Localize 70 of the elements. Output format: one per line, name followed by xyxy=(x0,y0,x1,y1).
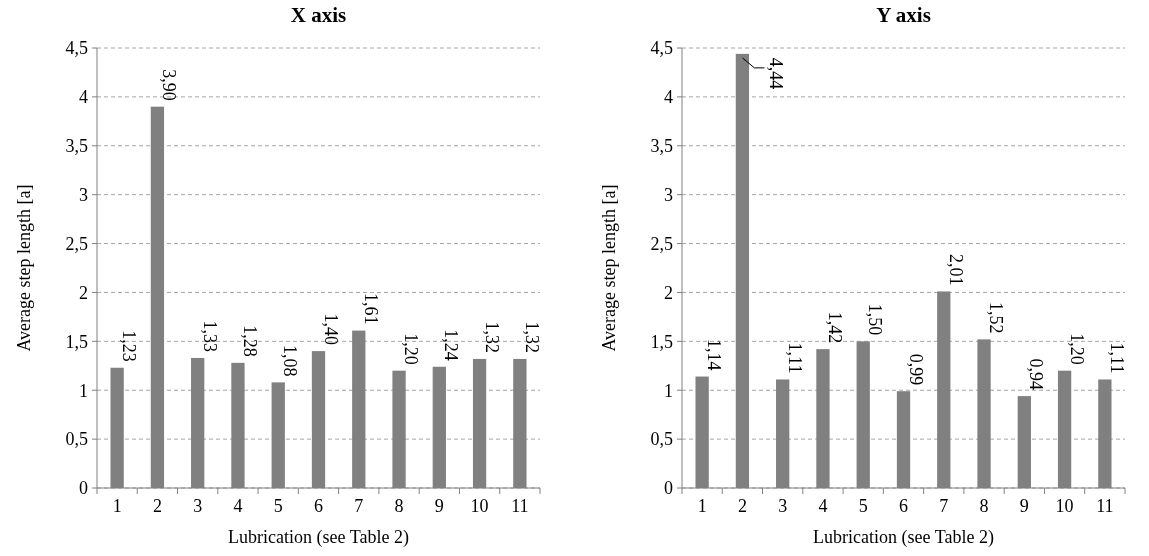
data-label: 1,50 xyxy=(865,303,886,336)
data-label: 1,52 xyxy=(986,301,1007,334)
x-tick-label: 6 xyxy=(899,496,908,516)
x-tick-label: 1 xyxy=(697,496,707,516)
y-axis-title: Average step length [a] xyxy=(14,184,34,352)
chart-title: X axis xyxy=(290,3,347,27)
data-label: 4,44 xyxy=(766,57,787,90)
data-label: 0,94 xyxy=(1026,358,1047,391)
y-tick-label: 1,5 xyxy=(650,331,673,352)
x-tick-label: 7 xyxy=(354,496,364,516)
data-label: 1,42 xyxy=(824,311,845,344)
y-tick-label: 3,5 xyxy=(650,136,673,157)
x-tick-label: 6 xyxy=(314,496,323,516)
data-label: 1,32 xyxy=(481,321,502,353)
y-tick-label: 2 xyxy=(79,282,88,303)
y-tick-label: 0,5 xyxy=(650,429,673,450)
data-label: 1,33 xyxy=(199,320,220,352)
data-label: 1,20 xyxy=(401,333,422,365)
x-tick-label: 9 xyxy=(434,496,444,516)
data-label: 2,01 xyxy=(945,253,966,286)
y-tick-label: 2,5 xyxy=(650,233,673,254)
x-tick-label: 3 xyxy=(193,496,203,516)
x-tick-label: 11 xyxy=(511,496,529,516)
y-tick-label: 3 xyxy=(664,184,673,205)
x-tick-label: 10 xyxy=(1055,496,1074,516)
chart-title: Y axis xyxy=(876,3,931,27)
y-tick-label: 1 xyxy=(79,380,88,401)
data-label: 1,28 xyxy=(239,325,260,357)
data-label: 1,23 xyxy=(119,330,140,362)
x-tick-label: 2 xyxy=(152,496,162,516)
x-tick-label: 9 xyxy=(1019,496,1029,516)
x-tick-label: 2 xyxy=(737,496,747,516)
data-label: 1,20 xyxy=(1066,333,1087,365)
data-label: 1,32 xyxy=(521,321,542,353)
data-label: 1,08 xyxy=(280,344,301,377)
x-tick-label: 11 xyxy=(1096,496,1114,516)
y-tick-label: 4 xyxy=(664,87,673,108)
data-label: 1,11 xyxy=(1106,342,1127,374)
y-tick-label: 4,5 xyxy=(650,38,673,59)
data-label: 1,11 xyxy=(784,342,805,374)
y-tick-label: 3,5 xyxy=(65,136,88,157)
data-label: 1,14 xyxy=(704,339,725,371)
y-tick-label: 3 xyxy=(79,184,88,205)
x-axis-title: Lubrication (see Table 2) xyxy=(228,527,409,548)
y-tick-label: 0 xyxy=(664,478,673,499)
x-tick-label: 4 xyxy=(233,496,243,516)
x-tick-label: 7 xyxy=(939,496,949,516)
data-label: 1,61 xyxy=(360,293,381,325)
x-tick-label: 4 xyxy=(818,496,828,516)
data-label: 1,40 xyxy=(320,313,341,346)
y-axis-title: Average step length [a] xyxy=(599,184,619,352)
x-axis-title: Lubrication (see Table 2) xyxy=(813,527,994,548)
y-tick-label: 4 xyxy=(79,87,88,108)
x-tick-label: 10 xyxy=(470,496,489,516)
y-tick-label: 2,5 xyxy=(65,233,88,254)
x-tick-label: 5 xyxy=(858,496,868,516)
y-tick-label: 1 xyxy=(664,380,673,401)
x-tick-label: 3 xyxy=(778,496,788,516)
y-tick-label: 2 xyxy=(664,282,673,303)
data-label: 1,24 xyxy=(441,329,462,361)
y-tick-label: 1,5 xyxy=(65,331,88,352)
data-label: 0,99 xyxy=(905,353,926,386)
x-tick-label: 1 xyxy=(112,496,122,516)
x-tick-label: 5 xyxy=(273,496,283,516)
y-tick-label: 0 xyxy=(79,478,88,499)
x-tick-label: 8 xyxy=(979,496,989,516)
y-tick-label: 4,5 xyxy=(65,38,88,59)
x-tick-label: 8 xyxy=(394,496,404,516)
data-label: 3,90 xyxy=(159,69,180,101)
y-tick-label: 0,5 xyxy=(65,429,88,450)
